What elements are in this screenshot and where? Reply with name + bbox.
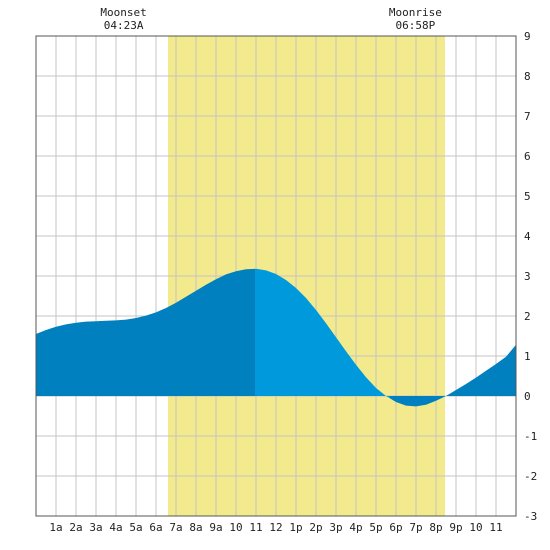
y-tick-label: 6 bbox=[524, 150, 531, 163]
x-tick-label: 2a bbox=[69, 521, 82, 534]
y-tick-label: 5 bbox=[524, 190, 531, 203]
x-tick-label: 7a bbox=[169, 521, 182, 534]
x-tick-label: 9a bbox=[209, 521, 222, 534]
x-tick-label: 10 bbox=[469, 521, 482, 534]
x-tick-label: 5a bbox=[129, 521, 142, 534]
x-tick-label: 3p bbox=[329, 521, 342, 534]
x-tick-label: 5p bbox=[369, 521, 382, 534]
y-tick-label: 8 bbox=[524, 70, 531, 83]
moon-event-time: 06:58P bbox=[396, 19, 436, 32]
y-tick-label: 3 bbox=[524, 270, 531, 283]
y-tick-label: -2 bbox=[524, 470, 537, 483]
x-tick-label: 6a bbox=[149, 521, 162, 534]
moon-event-label: Moonrise bbox=[389, 6, 442, 19]
y-tick-label: 1 bbox=[524, 350, 531, 363]
y-tick-label: 4 bbox=[524, 230, 531, 243]
x-tick-label: 7p bbox=[409, 521, 422, 534]
moon-event-label: Moonset bbox=[100, 6, 146, 19]
x-tick-label: 11 bbox=[249, 521, 262, 534]
y-tick-label: 2 bbox=[524, 310, 531, 323]
x-tick-label: 12 bbox=[269, 521, 282, 534]
y-tick-label: -3 bbox=[524, 510, 537, 523]
x-tick-label: 4a bbox=[109, 521, 122, 534]
x-tick-label: 8p bbox=[429, 521, 442, 534]
x-tick-label: 2p bbox=[309, 521, 322, 534]
tide-area-highlight bbox=[255, 268, 390, 399]
plot-frame bbox=[35, 35, 517, 517]
x-tick-label: 1p bbox=[289, 521, 302, 534]
tide-area-before bbox=[36, 268, 255, 396]
y-tick-label: -1 bbox=[524, 430, 537, 443]
y-tick-label: 9 bbox=[524, 30, 531, 43]
x-tick-label: 3a bbox=[89, 521, 102, 534]
moon-event-time: 04:23A bbox=[104, 19, 144, 32]
x-tick-label: 1a bbox=[49, 521, 62, 534]
tide-area-after bbox=[390, 344, 516, 407]
y-tick-label: 0 bbox=[524, 390, 531, 403]
x-tick-label: 11 bbox=[489, 521, 502, 534]
x-tick-label: 9p bbox=[449, 521, 462, 534]
x-tick-label: 8a bbox=[189, 521, 202, 534]
y-tick-label: 7 bbox=[524, 110, 531, 123]
x-tick-label: 6p bbox=[389, 521, 402, 534]
x-tick-label: 10 bbox=[229, 521, 242, 534]
tide-area-layer bbox=[36, 268, 516, 407]
x-tick-label: 4p bbox=[349, 521, 362, 534]
